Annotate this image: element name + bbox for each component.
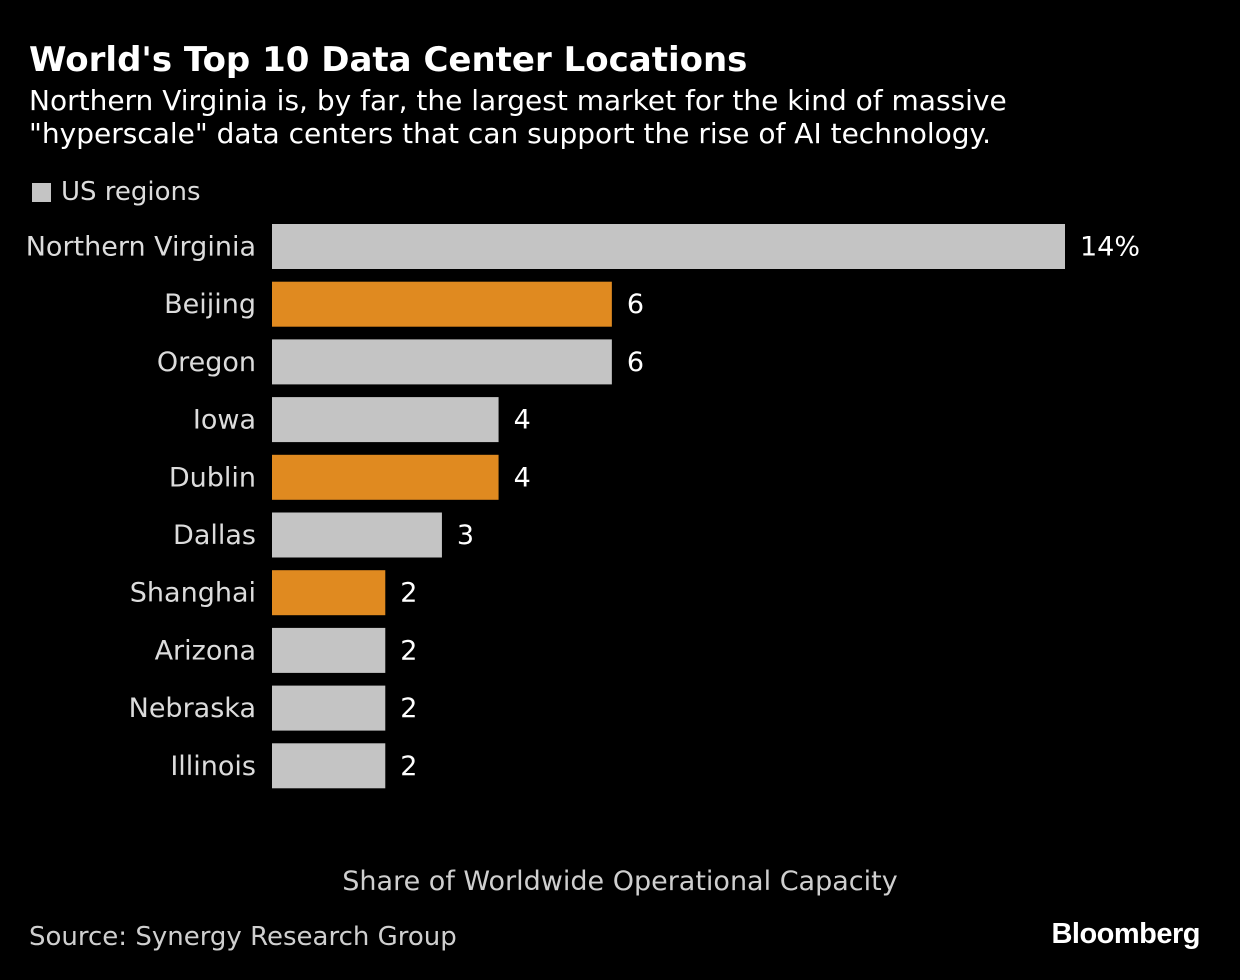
bar-oregon: [272, 339, 612, 385]
bar-nebraska: [272, 685, 386, 731]
bar-northern-virginia: [272, 224, 1065, 269]
category-label: Nebraska: [129, 693, 256, 724]
category-label: Northern Virginia: [26, 232, 256, 263]
bar-illinois: [272, 743, 386, 789]
value-label: 2: [400, 693, 417, 724]
category-label: Beijing: [164, 289, 256, 320]
value-label: 4: [514, 462, 531, 493]
bar-chart: Northern Virginia 14% Beijing 6 Oregon 6 Iowa 4…: [26, 224, 1140, 789]
value-label: 2: [400, 751, 417, 782]
category-label: Arizona: [155, 635, 256, 666]
value-label: 3: [457, 520, 474, 551]
category-label: Dublin: [169, 462, 256, 493]
category-label: Dallas: [173, 520, 256, 551]
category-label: Shanghai: [130, 578, 256, 609]
bar-beijing: [272, 281, 612, 327]
bar-dallas: [272, 512, 442, 558]
value-label: 2: [400, 635, 417, 666]
legend-label-us: US regions: [61, 177, 201, 207]
bloomberg-logo: Bloomberg: [1051, 918, 1200, 950]
bar-arizona: [272, 627, 386, 673]
x-axis-label: Share of Worldwide Operational Capacity: [342, 866, 898, 897]
value-label: 6: [627, 289, 644, 320]
chart-title: World's Top 10 Data Center Locations: [29, 40, 748, 80]
value-label: 14%: [1080, 232, 1140, 263]
bar-shanghai: [272, 570, 386, 616]
legend-swatch-us: [32, 182, 51, 202]
chart-subtitle: Northern Virginia is, by far, the larges…: [29, 84, 1007, 150]
category-label: Oregon: [157, 347, 256, 378]
category-label: Iowa: [193, 405, 256, 436]
value-label: 4: [514, 405, 531, 436]
bar-dublin: [272, 454, 499, 500]
source-note: Source: Synergy Research Group: [29, 922, 457, 952]
legend: US regions: [32, 175, 201, 209]
value-label: 6: [627, 347, 644, 378]
bar-iowa: [272, 397, 499, 443]
value-label: 2: [400, 578, 417, 609]
category-label: Illinois: [170, 751, 256, 782]
